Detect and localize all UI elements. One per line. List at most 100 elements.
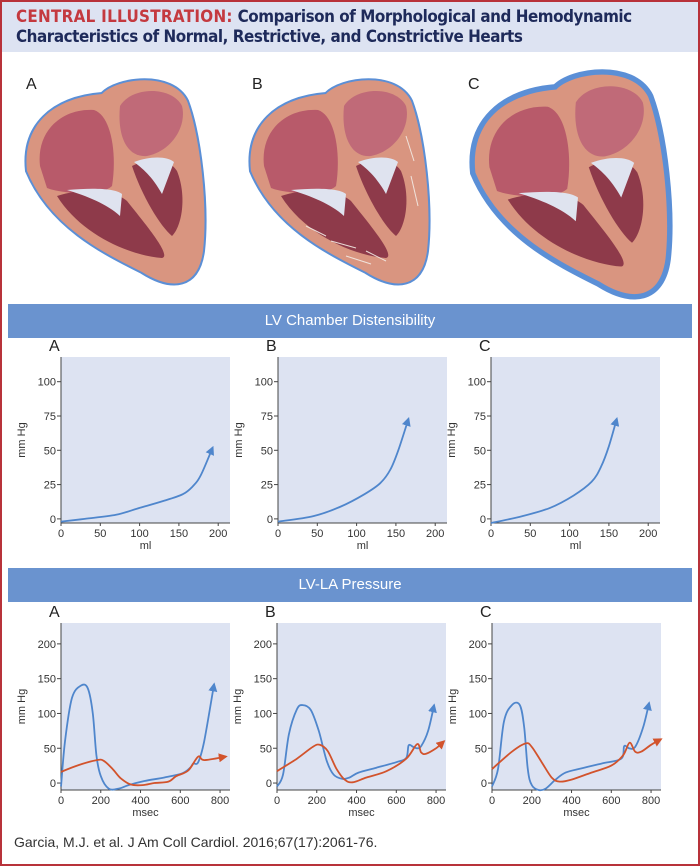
heart-label-c: C: [468, 76, 480, 93]
y-tick-label: 25: [44, 480, 56, 492]
chart-panel-label: B: [266, 338, 277, 355]
heart-normal: [24, 78, 207, 286]
heart-label-a: A: [26, 76, 37, 93]
title-kicker: CENTRAL ILLUSTRATION:: [16, 7, 233, 26]
x-tick-label: 150: [387, 528, 405, 540]
x-tick-label: 600: [602, 795, 620, 807]
chart-pressure-a: A 0 50 100 150 200 0 200 400 600 800 msec mm Hg: [16, 604, 230, 819]
y-tick-label: 150: [469, 674, 487, 686]
x-tick-label: 50: [524, 528, 536, 540]
y-axis-label: mm Hg: [233, 422, 245, 457]
x-tick-label: 0: [488, 528, 494, 540]
x-tick-label: 200: [426, 528, 444, 540]
x-tick-label: 0: [275, 528, 281, 540]
y-axis-label: mm Hg: [16, 422, 28, 457]
chart-panel-label: A: [49, 604, 60, 621]
chart-distensibility-b: B 0 25 50 75 100 0 50 100 150 200 ml mm Hg: [233, 338, 447, 552]
x-axis-label: msec: [348, 807, 375, 819]
y-tick-label: 50: [44, 445, 56, 457]
y-axis-label: mm Hg: [447, 689, 459, 724]
section-bar-distensibility: LV Chamber Distensibility: [8, 304, 692, 338]
x-tick-label: 600: [387, 795, 405, 807]
x-axis-label: msec: [563, 807, 590, 819]
lv-pressure-curve: [277, 416, 411, 523]
chart-panel-label: B: [265, 604, 276, 621]
heart-illustrations: [24, 69, 673, 300]
x-tick-label: 800: [642, 795, 660, 807]
y-tick-label: 200: [469, 639, 487, 651]
x-tick-label: 200: [209, 528, 227, 540]
y-axis-label: mm Hg: [446, 422, 458, 457]
y-tick-label: 100: [468, 377, 486, 389]
chart-pressure-c: C 0 50 100 150 200 0 200 400 600 800 msec mm Hg: [447, 604, 663, 819]
y-tick-label: 50: [475, 743, 487, 755]
la-pressure-curve: [60, 753, 228, 787]
y-tick-label: 100: [38, 377, 56, 389]
la-pressure-curve: [491, 738, 663, 783]
x-axis-label: ml: [570, 540, 582, 552]
y-tick-label: 0: [266, 778, 272, 790]
y-tick-label: 0: [481, 778, 487, 790]
x-tick-label: 100: [347, 528, 365, 540]
x-tick-label: 400: [562, 795, 580, 807]
citation: Garcia, M.J. et al. J Am Coll Cardiol. 2…: [14, 834, 378, 850]
y-tick-label: 200: [38, 639, 56, 651]
y-tick-label: 50: [44, 743, 56, 755]
y-axis-label: mm Hg: [232, 689, 244, 724]
x-tick-label: 0: [58, 528, 64, 540]
y-tick-label: 100: [38, 708, 56, 720]
x-tick-label: 600: [171, 795, 189, 807]
x-tick-label: 200: [523, 795, 541, 807]
x-tick-label: 200: [639, 528, 657, 540]
plot-background: [61, 357, 230, 523]
x-tick-label: 100: [560, 528, 578, 540]
y-tick-label: 150: [38, 674, 56, 686]
y-tick-label: 50: [260, 743, 272, 755]
y-tick-label: 0: [50, 778, 56, 790]
lv-pressure-curve: [490, 416, 620, 524]
x-tick-label: 50: [94, 528, 106, 540]
y-tick-label: 50: [474, 445, 486, 457]
y-tick-label: 75: [261, 411, 273, 423]
plot-background: [492, 623, 661, 790]
y-tick-label: 50: [261, 445, 273, 457]
chart-distensibility-c: C 0 25 50 75 100 0 50 100 150 200 ml mm Hg: [446, 338, 660, 552]
heart-constrictive: [469, 69, 673, 300]
y-tick-label: 100: [254, 708, 272, 720]
x-tick-label: 150: [600, 528, 618, 540]
y-tick-label: 100: [255, 377, 273, 389]
x-tick-label: 400: [347, 795, 365, 807]
chart-distensibility-a: A 0 25 50 75 100 0 50 100 150 200 ml mm Hg: [16, 338, 230, 552]
x-tick-label: 200: [308, 795, 326, 807]
chart-panel-label: C: [479, 338, 491, 355]
y-tick-label: 0: [50, 514, 56, 526]
title-line-1: Comparison of Morphological and Hemodyna…: [237, 7, 633, 26]
header: CENTRAL ILLUSTRATION: Comparison of Morp…: [2, 2, 698, 52]
title-line-2: Characteristics of Normal, Restrictive, …: [16, 27, 523, 46]
x-tick-label: 800: [427, 795, 445, 807]
x-axis-label: ml: [140, 540, 152, 552]
y-tick-label: 0: [267, 514, 273, 526]
x-tick-label: 400: [131, 795, 149, 807]
x-tick-label: 50: [311, 528, 323, 540]
y-tick-label: 0: [480, 514, 486, 526]
plot-background: [277, 623, 446, 790]
y-tick-label: 150: [254, 674, 272, 686]
chart-panel-label: A: [49, 338, 60, 355]
lv-pressure-curve: [276, 703, 437, 787]
y-tick-label: 100: [469, 708, 487, 720]
x-tick-label: 0: [274, 795, 280, 807]
section-bar-pressure: LV-LA Pressure: [8, 568, 692, 602]
plot-background: [491, 357, 660, 523]
y-tick-label: 200: [254, 639, 272, 651]
y-tick-label: 25: [474, 480, 486, 492]
x-tick-label: 0: [58, 795, 64, 807]
x-tick-label: 100: [130, 528, 148, 540]
x-axis-label: msec: [132, 807, 159, 819]
lv-pressure-curve: [491, 701, 652, 792]
chart-panel-label: C: [480, 604, 492, 621]
heart-label-b: B: [252, 76, 263, 93]
heart-restrictive: [248, 78, 431, 286]
plot-background: [61, 623, 230, 790]
